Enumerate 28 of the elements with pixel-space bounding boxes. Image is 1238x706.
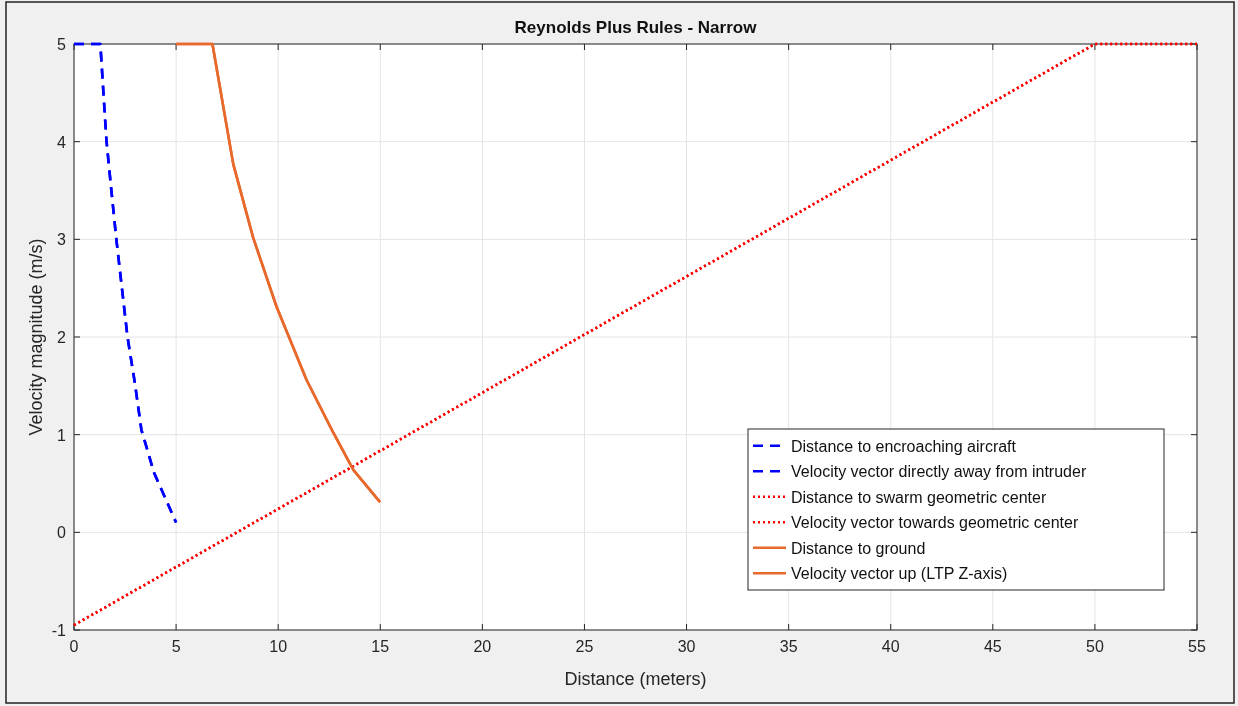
chart-title: Reynolds Plus Rules - Narrow: [514, 18, 758, 37]
x-tick-label: 20: [473, 638, 492, 655]
y-tick-label: 4: [57, 133, 67, 151]
y-tick-label: 3: [57, 231, 67, 249]
legend-label: Distance to ground: [791, 539, 926, 557]
x-tick-label: 30: [677, 638, 696, 655]
y-tick-label: 2: [57, 329, 67, 346]
legend-label: Velocity vector up (LTP Z-axis): [791, 565, 1008, 583]
x-tick-label: 0: [69, 638, 79, 655]
x-tick-label: 50: [1086, 638, 1104, 655]
x-tick-label: 40: [881, 638, 900, 655]
legend-label: Velocity vector directly away from intruder: [791, 463, 1087, 481]
x-tick-label: 35: [779, 638, 798, 655]
x-tick-label: 45: [983, 638, 1002, 655]
y-tick-label: 0: [57, 524, 67, 542]
x-tick-label: 55: [1188, 638, 1206, 655]
x-tick-label: 25: [575, 638, 594, 655]
legend-label: Velocity vector towards geometric center: [791, 514, 1079, 532]
legend-label: Distance to encroaching aircraft: [791, 437, 1017, 455]
y-tick-label: 1: [57, 426, 67, 444]
y-tick-label: 5: [57, 36, 67, 53]
x-axis-title: Distance (meters): [564, 669, 707, 689]
y-tick-label: -1: [51, 622, 67, 639]
x-tick-label: 15: [371, 638, 390, 655]
legend-label: Distance to swarm geometric center: [791, 488, 1047, 506]
x-tick-label: 10: [269, 638, 288, 655]
y-axis-title: Velocity magnitude (m/s): [26, 238, 46, 436]
x-tick-label: 5: [171, 638, 181, 655]
